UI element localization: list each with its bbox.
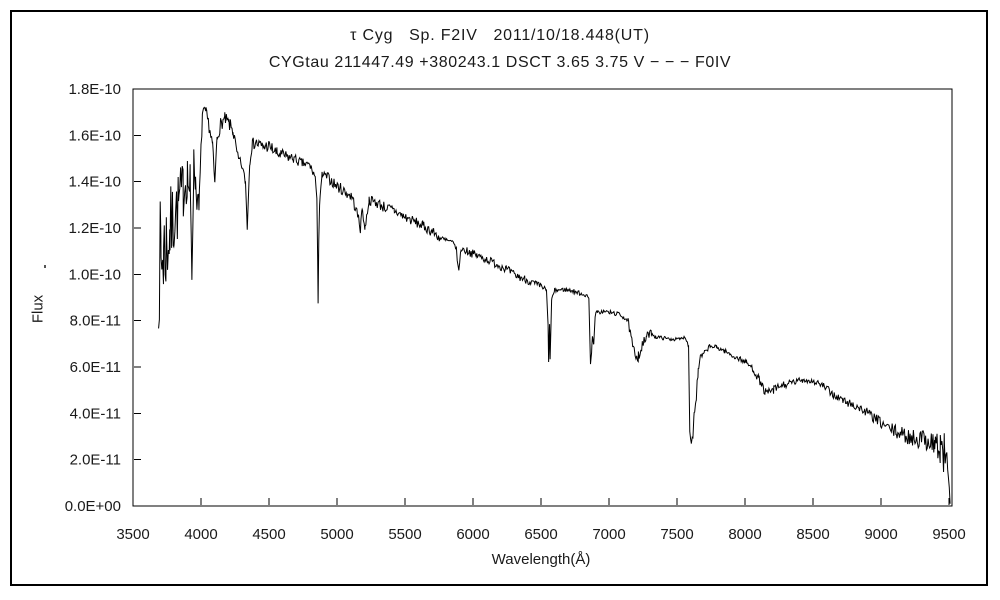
y-tick-label: 1.8E-10 — [68, 81, 121, 98]
x-tick-label: 9000 — [864, 526, 897, 543]
x-tick-label: 4000 — [184, 526, 217, 543]
x-tick-label: 5000 — [320, 526, 353, 543]
x-tick-label: 5500 — [388, 526, 421, 543]
y-tick-label: 8.0E-11 — [70, 313, 121, 330]
y-tick-label: 0.0E+00 — [65, 498, 121, 515]
x-tick-label: 8500 — [796, 526, 829, 543]
x-tick-label: 4500 — [252, 526, 285, 543]
x-tick-label: 8000 — [728, 526, 761, 543]
x-tick-label: 6000 — [456, 526, 489, 543]
x-tick-label: 7000 — [592, 526, 625, 543]
y-tick-label: 2.0E-11 — [70, 452, 121, 469]
x-tick-label: 3500 — [116, 526, 149, 543]
stray-mark — [44, 265, 46, 268]
chart-title-line1: τ Cyg Sp. F2IV 2011/10/18.448(UT) — [350, 27, 650, 44]
y-tick-label: 6.0E-11 — [70, 359, 121, 376]
x-tick-label: 9500 — [932, 526, 965, 543]
y-tick-label: 1.6E-10 — [68, 127, 121, 144]
y-tick-label: 1.4E-10 — [68, 174, 121, 191]
x-axis-title: Wavelength(Å) — [491, 551, 591, 568]
x-tick-label: 6500 — [524, 526, 557, 543]
y-tick-label: 1.0E-10 — [68, 266, 121, 283]
x-tick-label: 7500 — [660, 526, 693, 543]
y-tick-label: 4.0E-11 — [70, 405, 121, 422]
plot-frame — [132, 88, 953, 507]
spectrum-line — [158, 106, 951, 504]
chart-title-line2: CYGtau 211447.49 +380243.1 DSCT 3.65 3.7… — [268, 54, 732, 71]
y-tick-label: 1.2E-10 — [68, 220, 121, 237]
